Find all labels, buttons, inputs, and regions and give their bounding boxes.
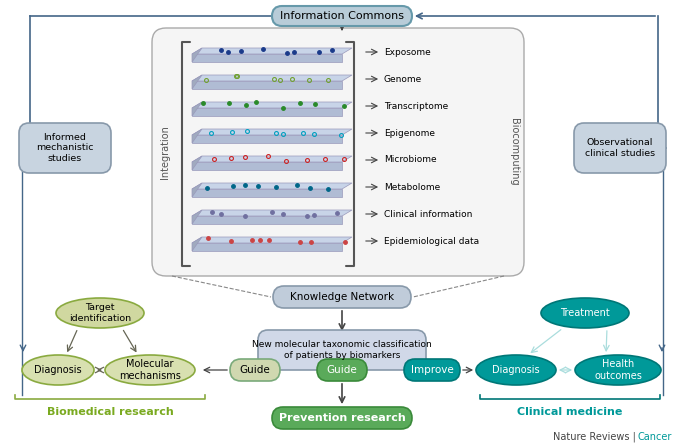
Text: Prevention research: Prevention research bbox=[279, 413, 406, 423]
Text: Molecular
mechanisms: Molecular mechanisms bbox=[119, 359, 181, 381]
FancyBboxPatch shape bbox=[19, 123, 111, 173]
FancyBboxPatch shape bbox=[152, 28, 524, 276]
Text: Knowledge Network: Knowledge Network bbox=[290, 292, 394, 302]
Text: Target
identification: Target identification bbox=[69, 303, 131, 323]
Polygon shape bbox=[192, 183, 352, 189]
Ellipse shape bbox=[541, 298, 629, 328]
Polygon shape bbox=[192, 216, 342, 224]
Ellipse shape bbox=[575, 355, 661, 385]
Polygon shape bbox=[192, 102, 352, 108]
Text: Transcriptome: Transcriptome bbox=[384, 101, 448, 110]
Text: Biocomputing: Biocomputing bbox=[509, 118, 519, 186]
Text: Cancer: Cancer bbox=[638, 432, 672, 442]
Text: Metabolome: Metabolome bbox=[384, 183, 440, 191]
Polygon shape bbox=[192, 75, 352, 81]
FancyBboxPatch shape bbox=[258, 330, 426, 370]
Text: Clinical information: Clinical information bbox=[384, 210, 473, 218]
FancyBboxPatch shape bbox=[272, 6, 412, 26]
Polygon shape bbox=[192, 183, 202, 197]
Polygon shape bbox=[192, 156, 352, 162]
Text: Integration: Integration bbox=[160, 125, 170, 179]
Polygon shape bbox=[192, 237, 352, 243]
FancyBboxPatch shape bbox=[273, 286, 411, 308]
Text: Epidemiological data: Epidemiological data bbox=[384, 237, 479, 245]
Text: Exposome: Exposome bbox=[384, 47, 431, 57]
Polygon shape bbox=[192, 156, 202, 170]
Text: New molecular taxonomic classification
of patients by biomarkers: New molecular taxonomic classification o… bbox=[252, 340, 432, 360]
Polygon shape bbox=[192, 210, 202, 224]
Text: Observational
clinical studies: Observational clinical studies bbox=[585, 138, 655, 158]
Polygon shape bbox=[192, 189, 342, 197]
Polygon shape bbox=[192, 81, 342, 89]
Text: Biomedical research: Biomedical research bbox=[47, 407, 173, 417]
FancyBboxPatch shape bbox=[317, 359, 367, 381]
Polygon shape bbox=[192, 243, 342, 251]
Text: Nature Reviews |: Nature Reviews | bbox=[553, 432, 639, 442]
FancyBboxPatch shape bbox=[272, 407, 412, 429]
Polygon shape bbox=[192, 210, 352, 216]
Text: Epigenome: Epigenome bbox=[384, 128, 435, 137]
Ellipse shape bbox=[476, 355, 556, 385]
Polygon shape bbox=[192, 237, 202, 251]
Text: Diagnosis: Diagnosis bbox=[493, 365, 540, 375]
Polygon shape bbox=[192, 108, 342, 116]
Text: Treatment: Treatment bbox=[560, 308, 610, 318]
Polygon shape bbox=[192, 75, 202, 89]
Polygon shape bbox=[192, 129, 352, 135]
Polygon shape bbox=[192, 48, 352, 54]
Polygon shape bbox=[192, 162, 342, 170]
Text: Informed
mechanistic
studies: Informed mechanistic studies bbox=[36, 133, 94, 163]
Text: Microbiome: Microbiome bbox=[384, 155, 436, 164]
Polygon shape bbox=[192, 48, 202, 62]
Polygon shape bbox=[192, 102, 202, 116]
Text: Guide: Guide bbox=[240, 365, 271, 375]
Text: Health
outcomes: Health outcomes bbox=[594, 359, 642, 381]
Text: Genome: Genome bbox=[384, 74, 422, 83]
Ellipse shape bbox=[22, 355, 94, 385]
Text: Guide: Guide bbox=[327, 365, 358, 375]
Text: Information Commons: Information Commons bbox=[280, 11, 404, 21]
Ellipse shape bbox=[105, 355, 195, 385]
Polygon shape bbox=[192, 135, 342, 143]
Text: Diagnosis: Diagnosis bbox=[34, 365, 82, 375]
Ellipse shape bbox=[56, 298, 144, 328]
FancyBboxPatch shape bbox=[574, 123, 666, 173]
FancyBboxPatch shape bbox=[404, 359, 460, 381]
Text: Clinical medicine: Clinical medicine bbox=[517, 407, 623, 417]
Text: Improve: Improve bbox=[410, 365, 453, 375]
Polygon shape bbox=[192, 129, 202, 143]
FancyBboxPatch shape bbox=[230, 359, 280, 381]
Polygon shape bbox=[192, 54, 342, 62]
